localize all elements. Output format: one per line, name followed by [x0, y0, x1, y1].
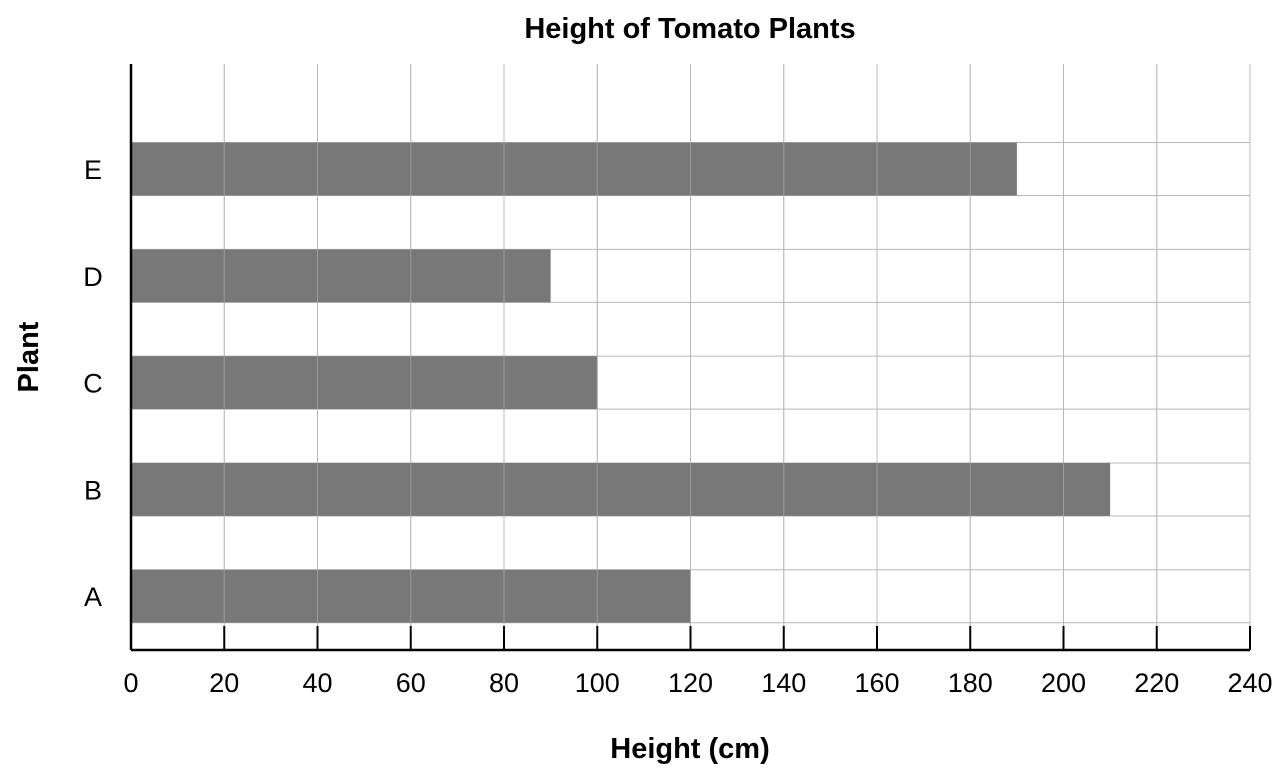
- bar-layer: [131, 64, 1251, 650]
- x-tick-label: 140: [761, 668, 806, 698]
- y-tick-label: D: [83, 262, 103, 292]
- y-tick-label: A: [84, 582, 102, 612]
- bar-b: [131, 462, 1111, 516]
- x-tick-label: 100: [575, 668, 620, 698]
- x-tick-label: 180: [948, 668, 993, 698]
- x-tick-label: 120: [668, 668, 713, 698]
- label-layer: A B C D E 0 20 40 60 80 100 120 140 160 180 200 220 240: [83, 155, 1272, 698]
- x-tick-label: 40: [302, 668, 332, 698]
- x-tick-label: 220: [1134, 668, 1179, 698]
- y-tick-label: C: [83, 369, 103, 399]
- x-tick-label: 160: [854, 668, 899, 698]
- y-axis-title: Plant: [13, 321, 45, 392]
- x-tick-label: 0: [123, 668, 138, 698]
- chart-title: Height of Tomato Plants: [524, 13, 855, 45]
- y-tick-label: B: [84, 475, 102, 505]
- x-tick-label: 20: [209, 668, 239, 698]
- bar-e: [131, 142, 1017, 196]
- x-tick-label: 80: [489, 668, 519, 698]
- axis-layer: [129, 64, 1251, 652]
- bar-d: [131, 249, 551, 303]
- bar-c: [131, 356, 598, 410]
- x-axis-title: Height (cm): [610, 733, 770, 765]
- x-tick-label: 200: [1041, 668, 1086, 698]
- x-tick-label: 240: [1227, 668, 1272, 698]
- x-tick-label: 60: [396, 668, 426, 698]
- y-tick-label: E: [84, 155, 102, 185]
